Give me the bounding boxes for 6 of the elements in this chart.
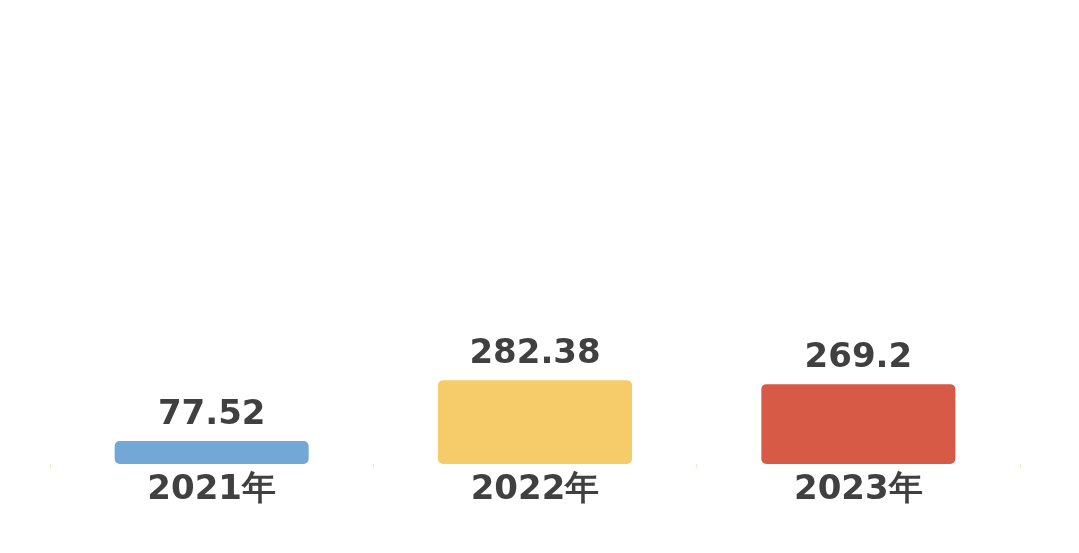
x-tick-label: 2021年 — [147, 467, 276, 507]
x-tick-label: 2022年 — [470, 467, 600, 507]
data-label: 77.52 — [157, 392, 266, 432]
data-label: 282.38 — [469, 331, 601, 372]
x-tick-label: 2023年 — [794, 467, 923, 507]
data-label: 269.2 — [804, 335, 913, 376]
